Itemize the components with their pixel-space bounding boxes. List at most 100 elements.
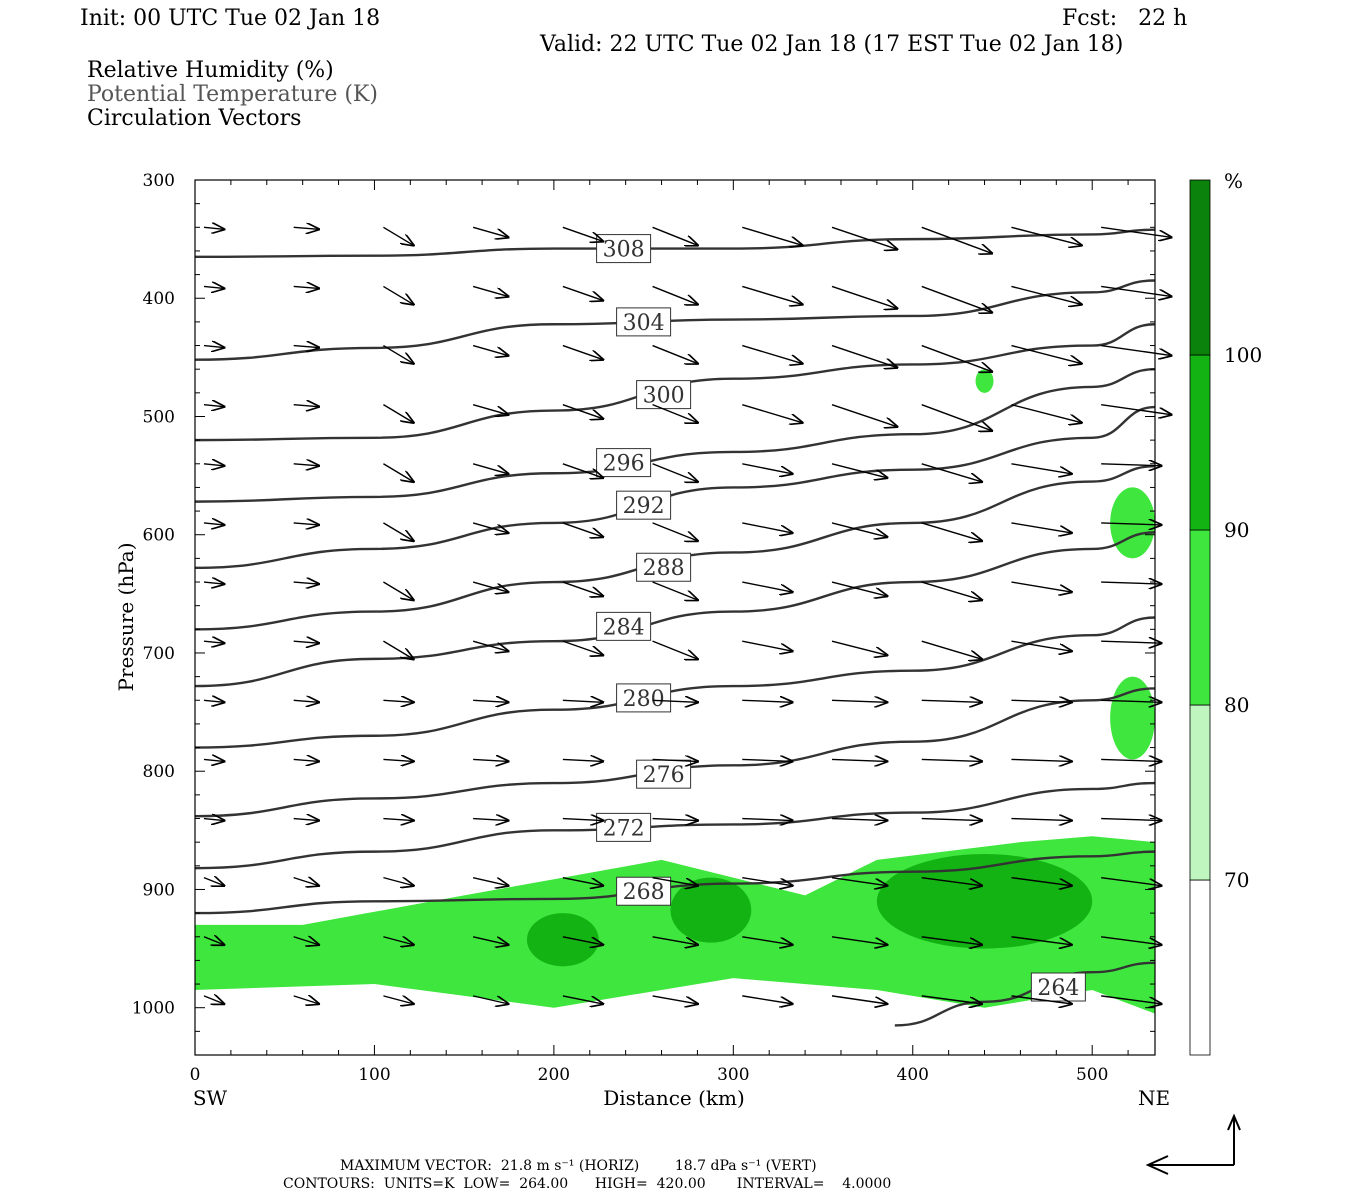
- circulation-vector: [742, 759, 792, 761]
- x-axis-title: Distance (km): [603, 1086, 745, 1110]
- circulation-vector: [203, 286, 224, 288]
- circulation-vector: [203, 523, 224, 525]
- circulation-vector: [383, 876, 413, 886]
- colorbar-level-label: 70: [1224, 868, 1249, 892]
- circulation-vector: [203, 641, 224, 643]
- circulation-vector: [383, 759, 413, 761]
- circulation-vector: [383, 463, 413, 482]
- contour-label: 268: [623, 880, 665, 905]
- colorbar-swatch: [1189, 354, 1211, 531]
- circulation-vector: [921, 404, 992, 431]
- circulation-vector: [921, 936, 982, 945]
- theta-contour: [194, 850, 1156, 915]
- colorbar-swatch: [1189, 704, 1211, 881]
- circulation-vector: [1011, 700, 1071, 702]
- circulation-vector: [652, 522, 698, 541]
- circulation-vector: [383, 581, 413, 600]
- circulation-vector: [562, 819, 603, 821]
- circulation-vector: [921, 285, 992, 312]
- circulation-vector: [742, 285, 802, 304]
- circulation-vector: [1011, 876, 1071, 886]
- circulation-vector: [742, 226, 802, 245]
- circulation-vector: [472, 640, 508, 651]
- circulation-vector: [383, 936, 413, 945]
- circulation-vector: [562, 226, 603, 241]
- circulation-vector: [921, 344, 992, 372]
- circulation-vector: [742, 876, 792, 886]
- circulation-vector: [652, 819, 698, 821]
- theta-contour: [194, 687, 1156, 818]
- circulation-vector: [1101, 226, 1171, 237]
- circulation-vector: [562, 759, 603, 761]
- circulation-vector: [562, 581, 603, 596]
- circulation-vector: [831, 936, 887, 945]
- circulation-vector: [203, 996, 224, 1004]
- circulation-vector: [203, 937, 224, 945]
- circulation-vector: [203, 405, 224, 407]
- circulation-vector: [472, 285, 508, 296]
- theta-contour-layer: 308 304 300 296 292 288 284 280 276 272 268 264: [194, 228, 1156, 1027]
- circulation-vector: [293, 346, 319, 348]
- theta-contour: [194, 228, 1156, 259]
- circulation-vector: [652, 700, 698, 702]
- theta-contour: [194, 279, 1156, 361]
- contour-label-box: [636, 552, 692, 582]
- circulation-vector: [1011, 285, 1081, 304]
- circulation-vector: [383, 522, 413, 541]
- circulation-vector: [831, 581, 887, 596]
- circulation-vector: [383, 285, 413, 304]
- y-tick-label: 300: [143, 171, 175, 191]
- circulation-vector: [1101, 641, 1161, 643]
- circulation-vector: [1101, 523, 1161, 525]
- contour-label: 264: [1037, 976, 1079, 1001]
- circulation-vector: [831, 759, 887, 761]
- circulation-vector: [1011, 581, 1071, 592]
- y-tick-label: 800: [143, 762, 175, 782]
- rh-region: [1110, 676, 1155, 760]
- circulation-vector: [1011, 640, 1071, 651]
- circulation-vector: [383, 700, 413, 702]
- circulation-vector: [831, 876, 887, 886]
- x-tick-label: 500: [1076, 1065, 1108, 1085]
- contour-label: 272: [603, 816, 645, 841]
- circulation-vector: [562, 344, 603, 360]
- circulation-vector: [203, 464, 224, 466]
- contour-label: 280: [623, 687, 665, 712]
- x-tick-label: 0: [190, 1065, 201, 1085]
- colorbar-level-label: 100: [1224, 343, 1262, 367]
- colorbar-unit: %: [1224, 169, 1243, 193]
- circulation-vector: [652, 344, 698, 364]
- max-vector-info: MAXIMUM VECTOR: 21.8 m s⁻¹ (HORIZ) 18.7 …: [340, 1158, 817, 1174]
- x-tick-label: 100: [358, 1065, 390, 1085]
- circulation-vector: [293, 227, 319, 229]
- y-tick-label: 700: [143, 644, 175, 664]
- init-time: Init: 00 UTC Tue 02 Jan 18: [80, 6, 381, 31]
- circulation-vector: [742, 522, 792, 533]
- circulation-vector: [921, 759, 982, 761]
- circulation-vector: [1011, 463, 1071, 474]
- circulation-vector: [1101, 819, 1161, 821]
- theta-contour: [194, 781, 1156, 870]
- theta-contour: [194, 367, 1156, 503]
- circulation-vector: [1011, 995, 1071, 1004]
- circulation-vector: [472, 581, 508, 592]
- circulation-vector: [562, 700, 603, 702]
- circulation-vector: [383, 640, 413, 659]
- circulation-vector: [472, 876, 508, 886]
- circulation-vector: [831, 640, 887, 655]
- circulation-vector: [293, 641, 319, 643]
- y-axis-title: Pressure (hPa): [114, 543, 138, 692]
- theta-contour: [194, 323, 1156, 442]
- circulation-vector: [831, 344, 897, 368]
- circulation-vector: [562, 995, 603, 1004]
- circulation-vector: [921, 995, 982, 1004]
- circulation-vector: [293, 464, 319, 466]
- circulation-vector: [383, 995, 413, 1004]
- circulation-vector: [472, 463, 508, 474]
- circulation-vector: [383, 819, 413, 821]
- circulation-vector: [1101, 995, 1161, 1004]
- circulation-vector: [1011, 344, 1081, 364]
- circulation-vector: [1011, 226, 1081, 245]
- circulation-vector: [831, 522, 887, 537]
- theta-contour: [194, 464, 1156, 631]
